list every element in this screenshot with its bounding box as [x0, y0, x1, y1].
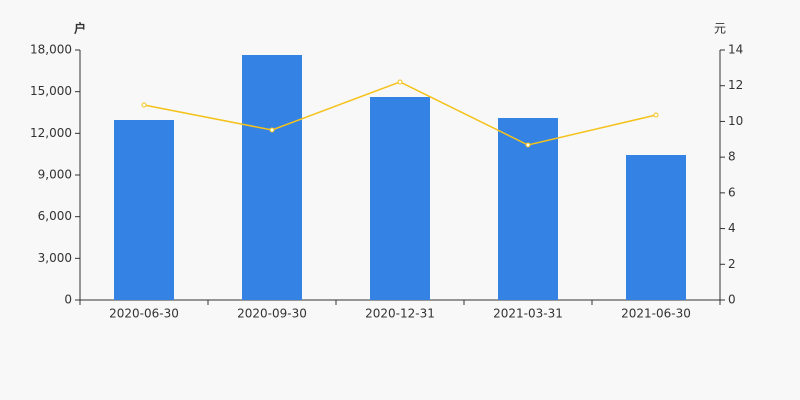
- line-point: [397, 79, 403, 85]
- bar: [498, 118, 558, 300]
- y2-tick-label: 14: [728, 43, 743, 57]
- line-point: [141, 102, 147, 108]
- y2-tick-label: 12: [728, 78, 743, 92]
- y-tick-label: 18,000: [30, 43, 72, 57]
- bar: [626, 155, 686, 300]
- x-tick-label: 2020-12-31: [365, 307, 435, 321]
- line-point: [269, 127, 275, 133]
- y2-tick-label: 4: [728, 221, 736, 235]
- bar: [114, 120, 174, 300]
- y-tick-label: 3,000: [38, 251, 72, 265]
- line-point: [525, 142, 531, 148]
- line-point: [653, 112, 659, 118]
- y-tick-label: 15,000: [30, 84, 72, 98]
- x-tick-label: 2021-06-30: [621, 307, 691, 321]
- y-axis-label: 户: [74, 21, 86, 36]
- y2-axis-label: 元: [714, 22, 726, 36]
- y2-tick-label: 8: [728, 150, 736, 164]
- y2-tick-label: 6: [728, 185, 736, 199]
- bar: [370, 97, 430, 300]
- y2-tick-label: 0: [728, 293, 736, 307]
- x-tick-label: 2020-06-30: [109, 307, 179, 321]
- y2-tick-label: 10: [728, 114, 743, 128]
- bar: [242, 55, 302, 300]
- y2-tick-label: 2: [728, 257, 736, 271]
- x-tick-label: 2020-09-30: [237, 307, 307, 321]
- y-tick-label: 12,000: [30, 126, 72, 140]
- y-tick-label: 0: [64, 293, 72, 307]
- x-tick-label: 2021-03-31: [493, 307, 563, 321]
- y-tick-label: 9,000: [38, 168, 72, 182]
- y-tick-label: 6,000: [38, 209, 72, 223]
